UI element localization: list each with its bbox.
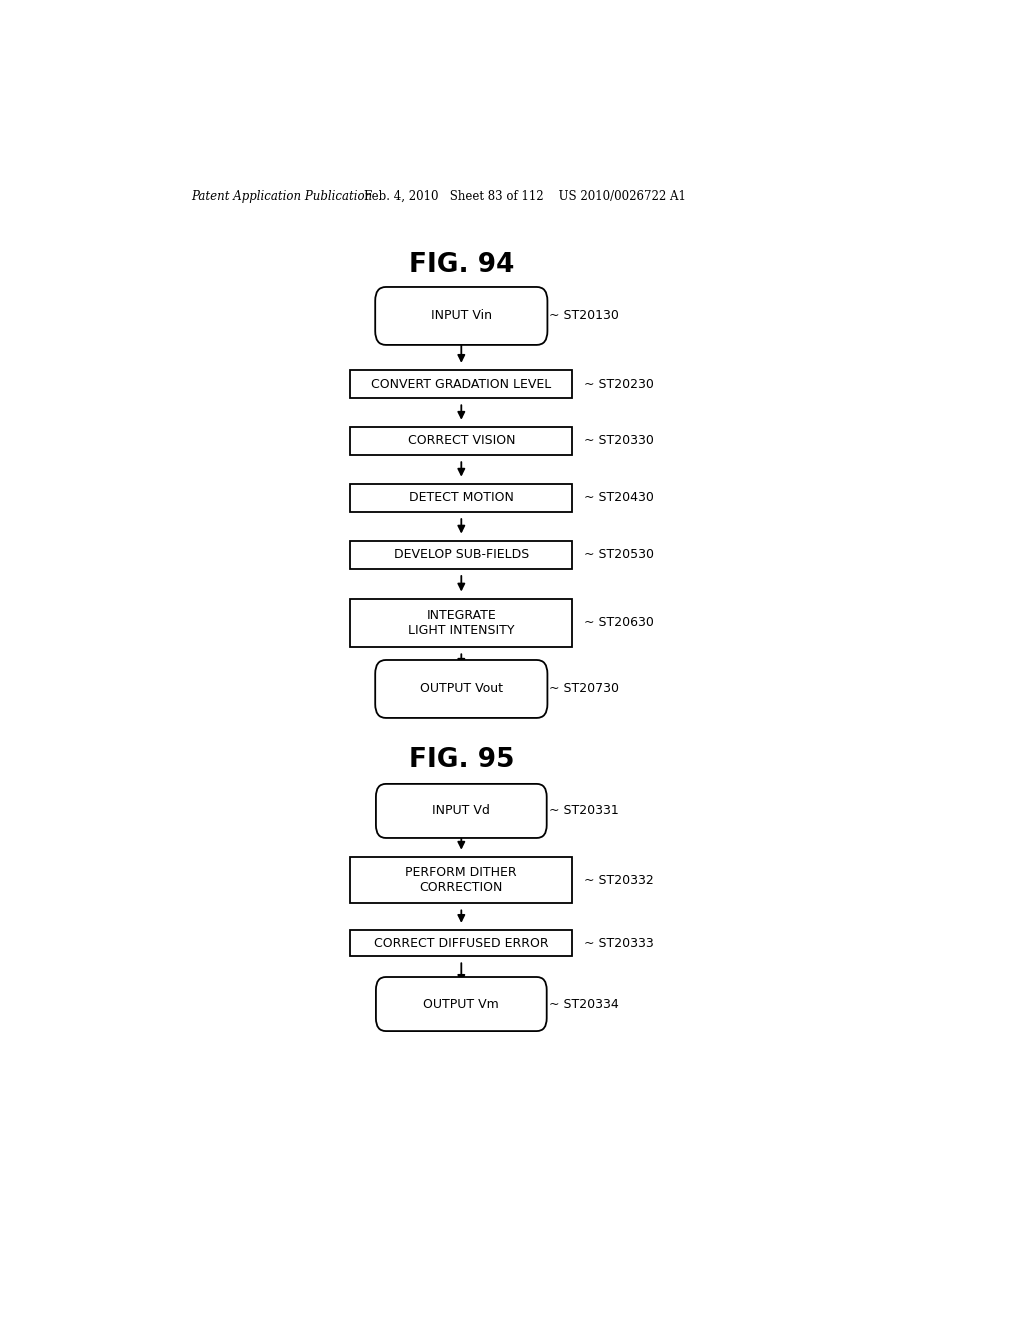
Text: ~ ST20334: ~ ST20334 <box>549 998 618 1011</box>
Text: INTEGRATE
LIGHT INTENSITY: INTEGRATE LIGHT INTENSITY <box>408 609 515 636</box>
Text: OUTPUT Vout: OUTPUT Vout <box>420 682 503 696</box>
FancyBboxPatch shape <box>376 784 547 838</box>
FancyBboxPatch shape <box>350 426 572 455</box>
Text: DETECT MOTION: DETECT MOTION <box>409 491 514 504</box>
Text: ~ ST20331: ~ ST20331 <box>549 804 618 817</box>
FancyBboxPatch shape <box>375 286 548 345</box>
Text: ~ ST20333: ~ ST20333 <box>585 937 654 949</box>
Text: Patent Application Publication: Patent Application Publication <box>191 190 373 202</box>
Text: CONVERT GRADATION LEVEL: CONVERT GRADATION LEVEL <box>371 378 552 391</box>
Text: INPUT Vd: INPUT Vd <box>432 804 490 817</box>
Text: ~ ST20630: ~ ST20630 <box>585 616 654 630</box>
Text: FIG. 95: FIG. 95 <box>409 747 514 774</box>
Text: ~ ST20130: ~ ST20130 <box>549 309 618 322</box>
Text: ~ ST20230: ~ ST20230 <box>585 378 654 391</box>
FancyBboxPatch shape <box>375 660 548 718</box>
Text: ~ ST20332: ~ ST20332 <box>585 874 654 887</box>
Text: ~ ST20730: ~ ST20730 <box>549 682 618 696</box>
FancyBboxPatch shape <box>350 929 572 956</box>
FancyBboxPatch shape <box>350 370 572 399</box>
FancyBboxPatch shape <box>350 483 572 512</box>
Text: PERFORM DITHER
CORRECTION: PERFORM DITHER CORRECTION <box>406 866 517 894</box>
FancyBboxPatch shape <box>350 541 572 569</box>
Text: ~ ST20330: ~ ST20330 <box>585 434 654 447</box>
FancyBboxPatch shape <box>376 977 547 1031</box>
Text: CORRECT VISION: CORRECT VISION <box>408 434 515 447</box>
Text: OUTPUT Vm: OUTPUT Vm <box>424 998 499 1011</box>
FancyBboxPatch shape <box>350 598 572 647</box>
Text: ~ ST20430: ~ ST20430 <box>585 491 654 504</box>
Text: FIG. 94: FIG. 94 <box>409 252 514 279</box>
Text: CORRECT DIFFUSED ERROR: CORRECT DIFFUSED ERROR <box>374 937 549 949</box>
Text: ~ ST20530: ~ ST20530 <box>585 548 654 561</box>
Text: INPUT Vin: INPUT Vin <box>431 309 492 322</box>
Text: Feb. 4, 2010   Sheet 83 of 112    US 2010/0026722 A1: Feb. 4, 2010 Sheet 83 of 112 US 2010/002… <box>364 190 686 202</box>
FancyBboxPatch shape <box>350 857 572 903</box>
Text: DEVELOP SUB-FIELDS: DEVELOP SUB-FIELDS <box>393 548 529 561</box>
